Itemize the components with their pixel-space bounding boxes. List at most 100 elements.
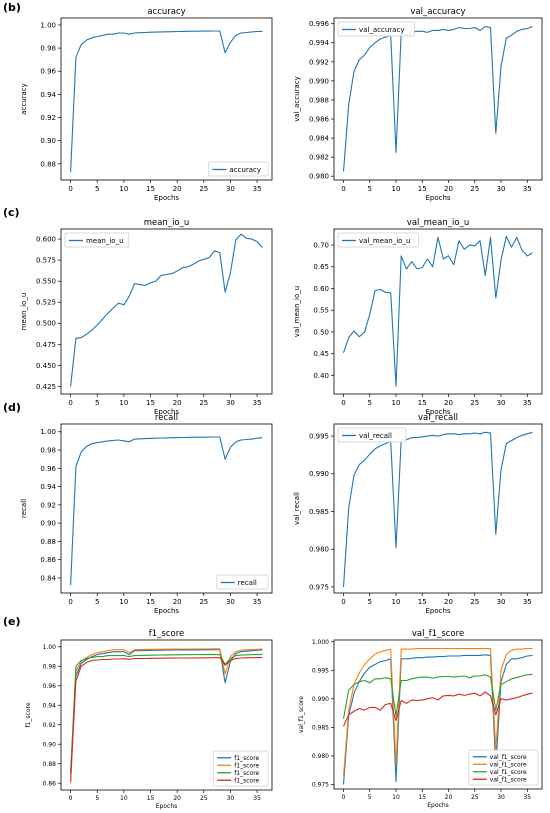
x-tick-label: 10	[392, 794, 400, 801]
series-line-blue	[70, 233, 263, 387]
chart-mean-io-u: mean_io_u 0 5 10 15 20 25 30 35 0.425 0.450 0.475 0.…	[20, 218, 273, 416]
plot-frame	[333, 639, 543, 790]
y-tick-label: 0.984	[309, 135, 330, 143]
y-tick-label: 0.550	[36, 278, 56, 286]
x-tick-label: 15	[418, 598, 427, 606]
series-line-blue	[70, 30, 263, 172]
x-tick-label: 30	[227, 795, 235, 802]
x-tick-label: 20	[173, 185, 182, 193]
y-tick-label: 0.975	[312, 782, 329, 789]
x-tick-label: 15	[147, 795, 155, 802]
x-tick-label: 10	[392, 185, 401, 193]
y-tick-label: 0.55	[313, 307, 329, 315]
x-tick-label: 5	[95, 399, 99, 407]
chart-title: f1_score	[149, 629, 185, 639]
series-line-blue	[342, 431, 533, 588]
x-tick-label: 20	[173, 399, 182, 407]
y-tick-label: 0.84	[40, 574, 56, 582]
chart-title: accuracy	[147, 7, 185, 17]
x-tick-label: 10	[119, 185, 128, 193]
legend-entry: f1_score	[234, 755, 259, 762]
y-tick-label: 0.45	[313, 350, 329, 358]
y-tick-label: 0.985	[309, 508, 329, 516]
panel-label-e: (e)	[3, 615, 21, 628]
legend-box	[337, 21, 415, 37]
x-tick-label: 20	[445, 794, 453, 801]
y-tick-label: 0.88	[43, 761, 57, 768]
y-tick-label: 0.990	[309, 77, 329, 85]
y-tick-label: 0.500	[36, 320, 56, 328]
x-tick-label: 25	[199, 399, 208, 407]
chart-title: mean_io_u	[144, 218, 190, 228]
legend-entry: val_accuracy	[359, 26, 404, 34]
x-tick-label: 0	[68, 185, 72, 193]
legend: val_mean_io_u	[337, 232, 419, 248]
legend: val_f1_scoreval_f1_scoreval_f1_scoreval_…	[468, 749, 539, 786]
y-tick-label: 0.425	[36, 383, 56, 391]
legend-entry: val_f1_score	[490, 761, 527, 768]
y-tick-label: 1.000	[312, 639, 329, 646]
x-tick-label: 35	[523, 185, 532, 193]
legend: val_recall	[337, 427, 407, 443]
chart-f1-score: f1_score 0 5 10 15 20 25 30 35 0.86 0.88 0.90 0.92 0.…	[25, 629, 273, 810]
legend-box	[468, 749, 539, 786]
x-tick-label: 25	[200, 795, 208, 802]
x-tick-label: 35	[523, 399, 532, 407]
x-tick-label: 15	[146, 185, 155, 193]
y-tick-label: 0.96	[40, 68, 56, 76]
legend: recall	[216, 574, 269, 590]
y-tick-label: 0.450	[36, 362, 56, 370]
y-tick-label: 0.86	[43, 780, 57, 787]
x-tick-label: 5	[95, 795, 99, 802]
y-axis-label: mean_io_u	[20, 293, 28, 331]
plot-frame	[60, 228, 273, 395]
plot-frame	[60, 17, 273, 181]
plot-frame	[333, 228, 543, 395]
y-tick-label: 0.990	[312, 696, 329, 703]
x-tick-label: 20	[173, 598, 182, 606]
legend-entry: accuracy	[229, 166, 261, 174]
y-tick-label: 0.975	[309, 583, 329, 591]
legend-box	[64, 232, 130, 248]
y-tick-label: 0.98	[40, 45, 56, 53]
series-line-blue	[342, 654, 533, 785]
legend-box	[208, 161, 269, 177]
legend: mean_io_u	[64, 232, 130, 248]
y-tick-label: 0.995	[312, 667, 329, 674]
x-axis-label: Epochs	[425, 607, 450, 615]
legend-entry: f1_score	[234, 762, 259, 769]
y-tick-label: 0.88	[40, 160, 56, 168]
x-tick-label: 15	[146, 399, 155, 407]
x-tick-label: 20	[444, 399, 453, 407]
x-axis-label: Epochs	[154, 607, 179, 615]
legend-entry: f1_score	[234, 777, 259, 784]
y-tick-label: 0.98	[40, 446, 56, 454]
y-tick-label: 0.92	[43, 722, 57, 729]
y-tick-label: 0.40	[313, 372, 329, 380]
y-axis-label: recall	[20, 499, 28, 518]
series-line-blue	[70, 649, 263, 774]
y-tick-label: 0.92	[40, 114, 56, 122]
charts-container: accuracy 0 5 10 15 20 25 30 35 0.88 0.90 0.92 0.94 0.…	[20, 7, 543, 810]
x-tick-label: 15	[418, 185, 427, 193]
panel-label-b: (b)	[3, 1, 21, 14]
plot-frame	[60, 639, 273, 791]
chart-title: val_mean_io_u	[407, 218, 469, 228]
legend-box	[337, 232, 419, 248]
x-tick-label: 35	[253, 399, 262, 407]
y-tick-label: 0.980	[312, 753, 329, 760]
x-tick-label: 5	[95, 185, 99, 193]
x-axis-label: Epochs	[154, 194, 179, 202]
x-tick-label: 20	[444, 185, 453, 193]
y-tick-label: 0.600	[36, 236, 56, 244]
x-axis-label: Epochs	[154, 408, 179, 416]
x-axis-label: Epochs	[425, 194, 450, 202]
legend: accuracy	[208, 161, 269, 177]
x-tick-label: 0	[68, 598, 72, 606]
panel-label-d: (d)	[3, 401, 21, 414]
chart-accuracy: accuracy 0 5 10 15 20 25 30 35 0.88 0.90 0.92 0.94 0.…	[20, 7, 273, 202]
series-line-red	[70, 656, 263, 782]
x-tick-label: 25	[471, 794, 479, 801]
